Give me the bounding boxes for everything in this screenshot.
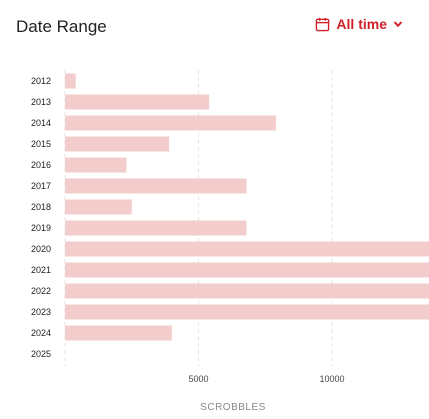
chevron-down-icon (393, 21, 403, 28)
bar-2013[interactable] (65, 94, 210, 110)
page-title: Date Range (16, 17, 107, 36)
bar-2019[interactable] (65, 220, 247, 236)
x-axis-label: SCROBBLES (200, 402, 266, 413)
bar-2016[interactable] (65, 157, 127, 173)
x-tick-label: 5000 (188, 374, 208, 384)
bar-2022[interactable] (65, 283, 429, 299)
bar-2015[interactable] (65, 136, 170, 152)
x-tick-labels: 500010000150002000025000 (188, 374, 344, 384)
y-tick-label: 2019 (31, 223, 51, 233)
bar-2014[interactable] (65, 115, 276, 131)
y-tick-label: 2018 (31, 202, 51, 212)
date-range-dropdown[interactable]: All time (315, 16, 403, 32)
bar-2021[interactable] (65, 262, 429, 278)
y-tick-label: 2014 (31, 118, 51, 128)
header: Date Range All time (0, 0, 429, 56)
y-tick-label: 2021 (31, 265, 51, 275)
bar-2023[interactable] (65, 304, 429, 320)
y-tick-label: 2016 (31, 160, 51, 170)
y-tick-label: 2015 (31, 139, 51, 149)
y-tick-label: 2022 (31, 286, 51, 296)
y-tick-label: 2024 (31, 328, 51, 338)
bar-2020[interactable] (65, 241, 429, 257)
y-tick-label: 2017 (31, 181, 51, 191)
bars (65, 73, 429, 341)
y-tick-labels: 2012 2013 2014 2015 2016 2017 2018 2019 2020 2021… (31, 76, 51, 359)
y-tick-label: 2020 (31, 244, 51, 254)
date-range-label: All time (336, 16, 387, 32)
bar-2017[interactable] (65, 178, 247, 194)
x-tick-label: 10000 (319, 374, 344, 384)
calendar-icon (316, 17, 330, 31)
bar-2018[interactable] (65, 199, 132, 215)
bar-2024[interactable] (65, 325, 172, 341)
y-tick-label: 2023 (31, 307, 51, 317)
grid-lines (64, 70, 333, 366)
bar-2012[interactable] (65, 73, 76, 89)
y-tick-label: 2013 (31, 97, 51, 107)
y-tick-label: 2012 (31, 76, 51, 86)
y-tick-label: 2025 (31, 349, 51, 359)
